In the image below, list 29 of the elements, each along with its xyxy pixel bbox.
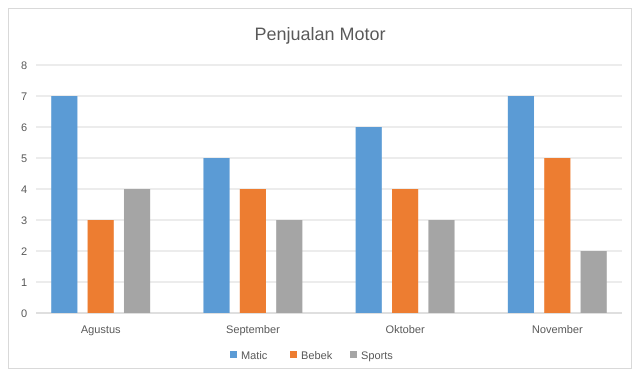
x-tick-label: Agustus — [80, 324, 122, 336]
bar — [580, 251, 607, 313]
y-tick-label: 3 — [20, 214, 28, 227]
bar — [392, 189, 418, 313]
bar — [88, 220, 114, 313]
bar — [428, 220, 455, 313]
x-tick-label: November — [532, 324, 584, 336]
bar — [240, 189, 266, 313]
legend-label: Bebek — [301, 350, 333, 362]
bar — [508, 96, 534, 313]
bar — [276, 220, 302, 313]
y-tick-label: 0 — [20, 308, 28, 320]
x-tick-label: Oktober — [386, 324, 425, 336]
x-tick-label: September — [226, 324, 280, 336]
bar — [51, 96, 78, 313]
legend-label: Matic — [241, 350, 268, 362]
legend-label: Sports — [361, 350, 394, 362]
bar — [356, 127, 382, 313]
y-tick-label: 7 — [20, 90, 28, 103]
bar — [124, 189, 150, 313]
y-tick-label: 1 — [20, 276, 28, 289]
y-tick-label: 6 — [20, 122, 28, 134]
bar — [544, 158, 570, 313]
chart-title: Penjualan Motor — [254, 24, 386, 44]
y-tick-label: 5 — [20, 152, 28, 165]
bar — [203, 158, 230, 313]
y-tick-label: 8 — [20, 60, 28, 72]
y-tick-label: 4 — [20, 184, 28, 196]
y-tick-label: 2 — [20, 246, 28, 258]
